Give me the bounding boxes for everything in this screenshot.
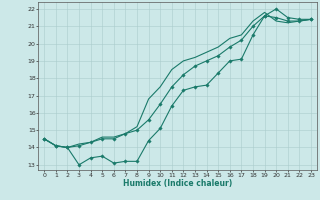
- X-axis label: Humidex (Indice chaleur): Humidex (Indice chaleur): [123, 179, 232, 188]
